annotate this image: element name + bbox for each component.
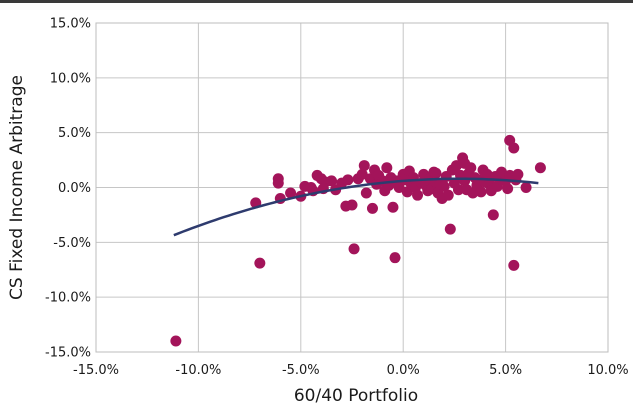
data-point — [502, 183, 514, 195]
x-tick-labels: -15.0% -10.0% -5.0% 0.0% 5.0% 10.0% — [73, 363, 629, 378]
data-point — [412, 189, 424, 201]
data-point — [430, 167, 442, 179]
data-point — [512, 168, 524, 180]
data-point — [381, 162, 393, 174]
data-point — [452, 184, 464, 196]
data-point — [438, 180, 450, 192]
y-tick-label: 0.0% — [58, 181, 91, 196]
data-point — [358, 160, 370, 172]
data-point — [272, 177, 284, 189]
plot-border — [95, 22, 609, 353]
plot-frame — [95, 22, 609, 353]
trend-line — [173, 177, 539, 237]
top-rule — [0, 0, 633, 3]
data-point — [348, 243, 360, 255]
y-tick-label: -10.0% — [45, 291, 91, 306]
data-point — [346, 199, 358, 211]
data-point — [366, 202, 378, 214]
data-point — [534, 162, 546, 174]
data-point — [459, 157, 471, 169]
data-point — [508, 142, 520, 154]
y-tick-labels: -15.0% -10.0% -5.0% 0.0% 5.0% 10.0% 15.0% — [45, 17, 91, 361]
data-points — [170, 134, 546, 347]
x-tick-label: 10.0% — [587, 363, 628, 378]
y-axis-title: CS Fixed Income Arbitrage — [7, 75, 27, 300]
y-tick-label: -5.0% — [53, 236, 91, 251]
x-tick-label: -5.0% — [282, 363, 320, 378]
trend-line-group — [173, 177, 539, 237]
data-point — [360, 187, 372, 199]
data-point — [393, 182, 405, 193]
data-point — [285, 187, 297, 199]
data-point — [520, 182, 532, 193]
data-point — [475, 186, 487, 198]
data-point — [442, 189, 454, 201]
data-point — [508, 259, 520, 271]
data-point — [342, 174, 354, 186]
data-point — [254, 257, 266, 269]
data-point — [326, 175, 338, 187]
data-point — [356, 168, 368, 180]
x-tick-label: 5.0% — [489, 363, 522, 378]
x-axis-title: 60/40 Portfolio — [294, 386, 418, 406]
x-tick-label: -10.0% — [175, 363, 221, 378]
y-tick-label: 5.0% — [58, 126, 91, 141]
data-point — [387, 201, 399, 213]
y-tick-label: 15.0% — [50, 17, 91, 32]
data-point — [444, 223, 456, 235]
y-tick-label: -15.0% — [45, 346, 91, 361]
x-tick-label: -15.0% — [73, 363, 119, 378]
data-point — [389, 252, 401, 264]
data-point — [170, 335, 182, 347]
x-tick-label: 0.0% — [387, 363, 420, 378]
data-point — [487, 209, 499, 221]
y-tick-label: 10.0% — [50, 71, 91, 86]
